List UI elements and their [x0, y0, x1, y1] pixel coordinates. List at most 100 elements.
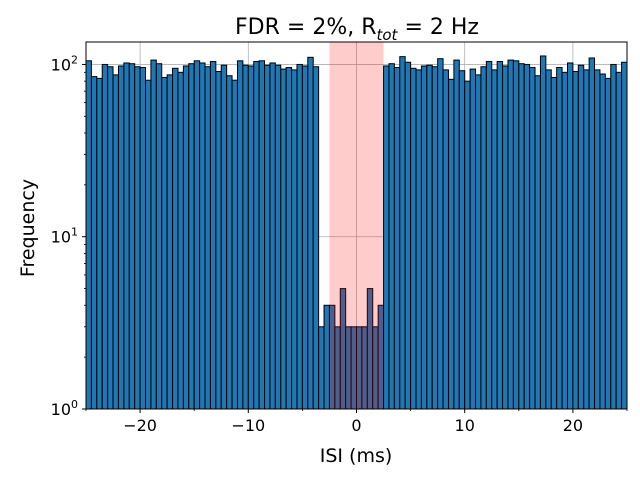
- histogram-bar: [512, 60, 520, 410]
- histogram-bar: [128, 63, 136, 410]
- histogram-bar: [296, 63, 303, 410]
- histogram-bar: [90, 76, 98, 410]
- histogram-bar: [155, 63, 163, 410]
- histogram-bar: [491, 69, 498, 410]
- histogram-bar: [583, 69, 590, 410]
- histogram-bar: [404, 61, 412, 410]
- histogram-bar: [112, 74, 119, 410]
- histogram-bar: [307, 56, 314, 410]
- histogram-bar: [247, 65, 255, 410]
- histogram-bar: [572, 71, 579, 410]
- histogram-bar: [496, 61, 504, 410]
- histogram-bar: [242, 64, 249, 410]
- histogram-bar: [199, 62, 206, 410]
- title-suffix: = 2 Hz: [397, 15, 479, 40]
- refractory-shade: [329, 42, 384, 409]
- histogram-bar: [134, 66, 141, 410]
- histogram-bar: [458, 70, 466, 410]
- histogram-bar: [485, 61, 493, 410]
- histogram-bar: [518, 63, 525, 410]
- y-tick-base: 10: [51, 400, 71, 419]
- histogram-bar: [323, 304, 330, 410]
- histogram-bar: [464, 80, 471, 410]
- histogram-bar: [172, 67, 179, 410]
- histogram-bar: [226, 75, 233, 410]
- histogram-bar: [139, 67, 147, 410]
- histogram-bar: [166, 74, 174, 410]
- histogram-bar: [96, 77, 103, 410]
- histogram-bar: [383, 65, 390, 410]
- histogram-bar: [577, 64, 585, 410]
- histogram-bar: [107, 66, 114, 410]
- histogram-bar: [269, 62, 276, 410]
- x-tick-label: −20: [123, 416, 157, 435]
- histogram-bar: [420, 65, 428, 410]
- histogram-bar: [291, 69, 298, 410]
- histogram-bar: [442, 69, 449, 410]
- histogram-bar: [312, 66, 320, 410]
- x-tick-label: 10: [455, 416, 475, 435]
- histogram-bar: [231, 79, 238, 410]
- histogram-bar: [594, 69, 601, 410]
- histogram-bar: [480, 66, 487, 410]
- y-tick-label: 102: [51, 53, 78, 74]
- histogram-bar: [301, 65, 309, 410]
- histogram-bar: [393, 67, 401, 410]
- histogram-bar: [529, 67, 536, 410]
- histogram-bar: [426, 64, 433, 410]
- histogram-bar: [615, 71, 623, 410]
- x-tick-label: 0: [351, 416, 361, 435]
- histogram-bar: [236, 60, 244, 410]
- histogram-bar: [101, 63, 109, 410]
- histogram-bar: [318, 326, 325, 410]
- histogram-bar: [566, 62, 574, 410]
- histogram-bar: [437, 58, 444, 410]
- tick-marks: [82, 63, 628, 413]
- histogram-bar: [188, 63, 195, 410]
- y-tick-exponent: 0: [71, 398, 78, 411]
- refractory-band: [329, 42, 384, 409]
- histogram-bar: [415, 69, 422, 410]
- histogram-bar: [280, 68, 287, 410]
- histogram-bar: [610, 63, 617, 410]
- histogram-bar: [399, 56, 406, 410]
- histogram-bar: [539, 55, 547, 410]
- y-axis-label: Frequency: [17, 179, 39, 277]
- histogram-bar: [182, 65, 190, 410]
- x-axis-label: ISI (ms): [320, 445, 393, 467]
- histogram-bar: [410, 67, 417, 410]
- histogram-bar: [123, 62, 130, 410]
- histogram-bar: [258, 60, 266, 410]
- histogram-bar: [550, 76, 558, 410]
- histogram-bar: [220, 64, 228, 410]
- histogram-bar: [588, 57, 596, 410]
- histogram-bar: [177, 71, 184, 410]
- y-tick-base: 10: [51, 228, 71, 247]
- histogram-bar: [193, 60, 201, 410]
- histogram-bar: [556, 67, 563, 410]
- histogram-bar: [253, 61, 260, 410]
- y-tick-label: 100: [51, 398, 78, 419]
- histogram-bar: [502, 65, 509, 410]
- x-tick-label: 20: [563, 416, 583, 435]
- chart-title: FDR = 2%, Rtot = 2 Hz: [235, 15, 479, 44]
- histogram-bar: [161, 76, 168, 410]
- title-subscript: tot: [377, 26, 399, 44]
- histogram-bar: [534, 75, 541, 410]
- histogram-bar: [599, 73, 606, 410]
- histogram-bar: [117, 65, 125, 410]
- histogram-bar: [145, 79, 152, 410]
- histogram-bar: [285, 67, 293, 410]
- histogram-bar: [209, 61, 217, 410]
- histogram-bar: [85, 60, 92, 410]
- x-tick-label: −10: [231, 416, 265, 435]
- histogram-bar: [507, 59, 514, 410]
- y-tick-exponent: 2: [71, 53, 78, 66]
- y-tick-label: 101: [51, 226, 78, 247]
- histogram-bar: [545, 69, 552, 410]
- histogram-bar: [561, 71, 568, 410]
- histogram-bar: [621, 61, 628, 410]
- y-tick-base: 10: [51, 55, 71, 74]
